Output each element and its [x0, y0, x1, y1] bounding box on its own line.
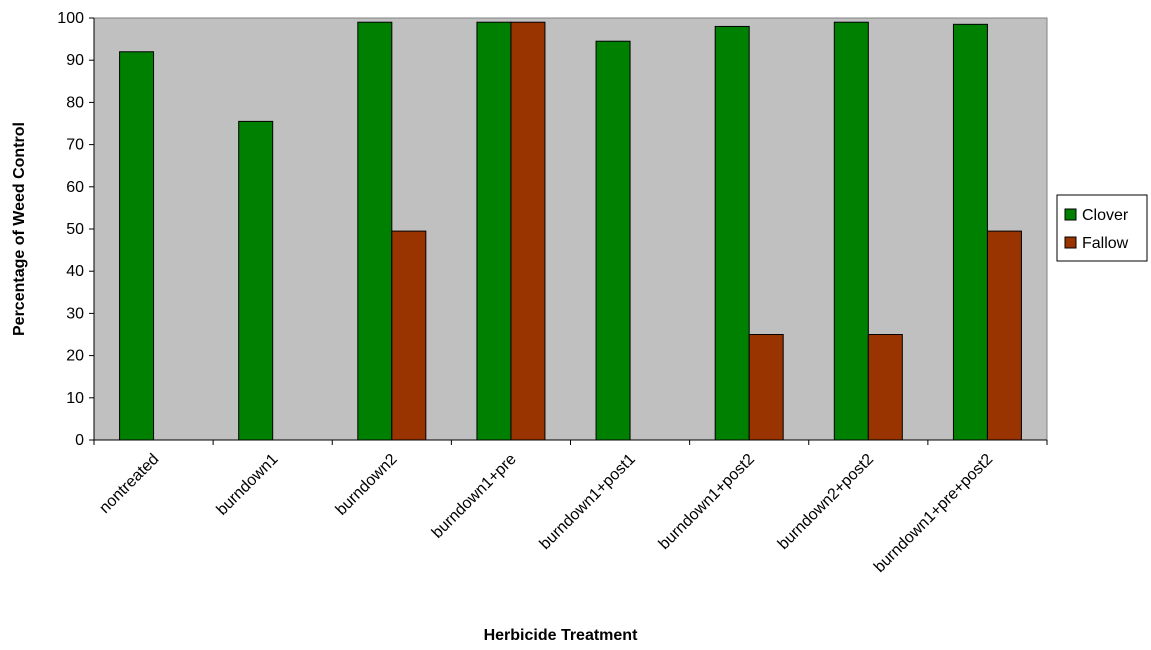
legend-swatch-fallow	[1064, 236, 1077, 249]
y-tick-label: 100	[57, 10, 84, 27]
legend-swatch-clover	[1064, 208, 1077, 221]
x-tick-label-burndown2-post2: burndown2+post2	[775, 451, 877, 553]
x-tick-label-burndown1-pre: burndown1+pre	[429, 451, 520, 542]
y-tick-label: 80	[66, 94, 84, 111]
bar-clover-burndown1-post2	[714, 25, 750, 441]
x-tick-label-burndown1-pre-post2: burndown1+pre+post2	[871, 451, 996, 576]
bar-fallow-burndown1-pre	[510, 21, 546, 441]
x-tick-label-burndown2: burndown2	[333, 451, 401, 519]
bar-fallow-burndown1-pre-post2	[986, 230, 1022, 441]
bar-clover-burndown2-post2	[833, 21, 869, 441]
y-tick-label: 30	[66, 305, 84, 322]
bar-clover-burndown1	[238, 120, 274, 441]
bar-clover-burndown1-pre	[476, 21, 512, 441]
x-tick-label-burndown1-post2: burndown1+post2	[656, 451, 758, 553]
bar-fallow-burndown2-post2	[867, 334, 903, 441]
bar-clover-nontreated	[119, 51, 155, 441]
y-tick-label: 20	[66, 348, 84, 365]
bar-clover-burndown1-pre-post2	[952, 23, 988, 441]
y-tick-label: 70	[66, 137, 84, 154]
bar-fallow-burndown1-post2	[748, 334, 784, 441]
y-tick-label: 90	[66, 52, 84, 69]
legend-label-clover: Clover	[1082, 207, 1129, 224]
y-axis-title: Percentage of Weed Control	[11, 122, 28, 336]
y-tick-label: 60	[66, 179, 84, 196]
bars-layer	[119, 21, 1022, 441]
y-tick-label: 40	[66, 263, 84, 280]
legend: Clover Fallow	[1056, 194, 1148, 262]
bar-clover-burndown1-post1	[595, 40, 631, 441]
plot-area	[93, 17, 1048, 441]
x-tick-label-burndown1-post1: burndown1+post1	[537, 451, 639, 553]
x-tick-label-nontreated: nontreated	[96, 451, 162, 517]
y-tick-label: 50	[66, 221, 84, 238]
y-tick-label: 10	[66, 390, 84, 407]
legend-box	[1056, 194, 1148, 262]
bar-clover-burndown2	[357, 21, 393, 441]
legend-label-fallow: Fallow	[1082, 235, 1129, 252]
x-tick-label-burndown1: burndown1	[214, 451, 282, 519]
y-tick-label: 0	[75, 432, 84, 449]
x-axis-title: Herbicide Treatment	[484, 627, 639, 644]
bar-fallow-burndown2	[391, 230, 427, 441]
